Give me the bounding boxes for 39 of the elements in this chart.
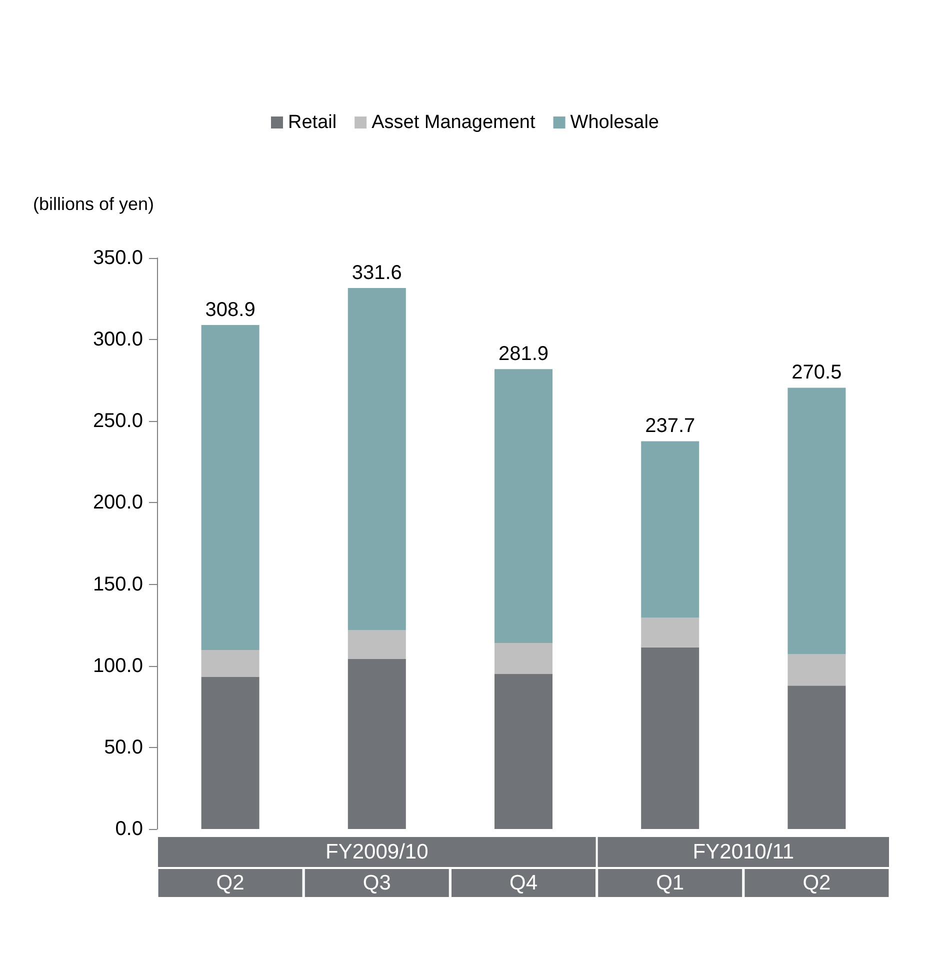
x-tick-label: Q2 bbox=[216, 872, 244, 894]
bar bbox=[494, 643, 552, 674]
bar bbox=[348, 288, 406, 630]
bar bbox=[641, 618, 700, 648]
bar bbox=[494, 674, 552, 829]
bar bbox=[201, 325, 260, 650]
x-tick-label: Q2 bbox=[802, 872, 831, 894]
y-tick-label: 100.0 bbox=[92, 654, 143, 677]
bar bbox=[201, 650, 260, 677]
bar bbox=[348, 630, 406, 660]
total-label: 331.6 bbox=[352, 262, 402, 284]
total-label: 237.7 bbox=[645, 415, 696, 438]
bar bbox=[788, 686, 846, 829]
bar bbox=[348, 659, 406, 829]
text: FY2010/11 bbox=[692, 840, 794, 864]
text: FY2009/10 bbox=[326, 840, 428, 864]
y-tick-label: 300.0 bbox=[92, 328, 143, 351]
total-label: 281.9 bbox=[498, 343, 549, 366]
bar bbox=[201, 676, 260, 829]
bar bbox=[641, 441, 700, 618]
x-tick-label: Q4 bbox=[509, 872, 538, 894]
legend-label: Retail bbox=[288, 112, 337, 133]
x-tick-label: Q1 bbox=[656, 872, 684, 894]
legend-label: Wholesale bbox=[570, 112, 659, 133]
legend-label: Asset Management bbox=[372, 112, 536, 133]
bar bbox=[494, 369, 552, 644]
y-tick-label: 150.0 bbox=[92, 573, 143, 596]
y-tick-label: 250.0 bbox=[92, 410, 143, 432]
total-label: 270.5 bbox=[792, 362, 842, 384]
x-tick-label: Q3 bbox=[362, 872, 391, 894]
bar bbox=[788, 388, 846, 654]
y-tick-label: 200.0 bbox=[92, 492, 143, 514]
y-tick-label: 0.0 bbox=[115, 818, 143, 840]
y-axis-title: (billions of yen) bbox=[33, 194, 154, 214]
y-tick-label: 350.0 bbox=[92, 247, 143, 269]
total-label: 308.9 bbox=[205, 299, 256, 322]
bar bbox=[641, 647, 700, 829]
bar bbox=[788, 654, 846, 686]
y-tick-label: 50.0 bbox=[104, 736, 143, 758]
